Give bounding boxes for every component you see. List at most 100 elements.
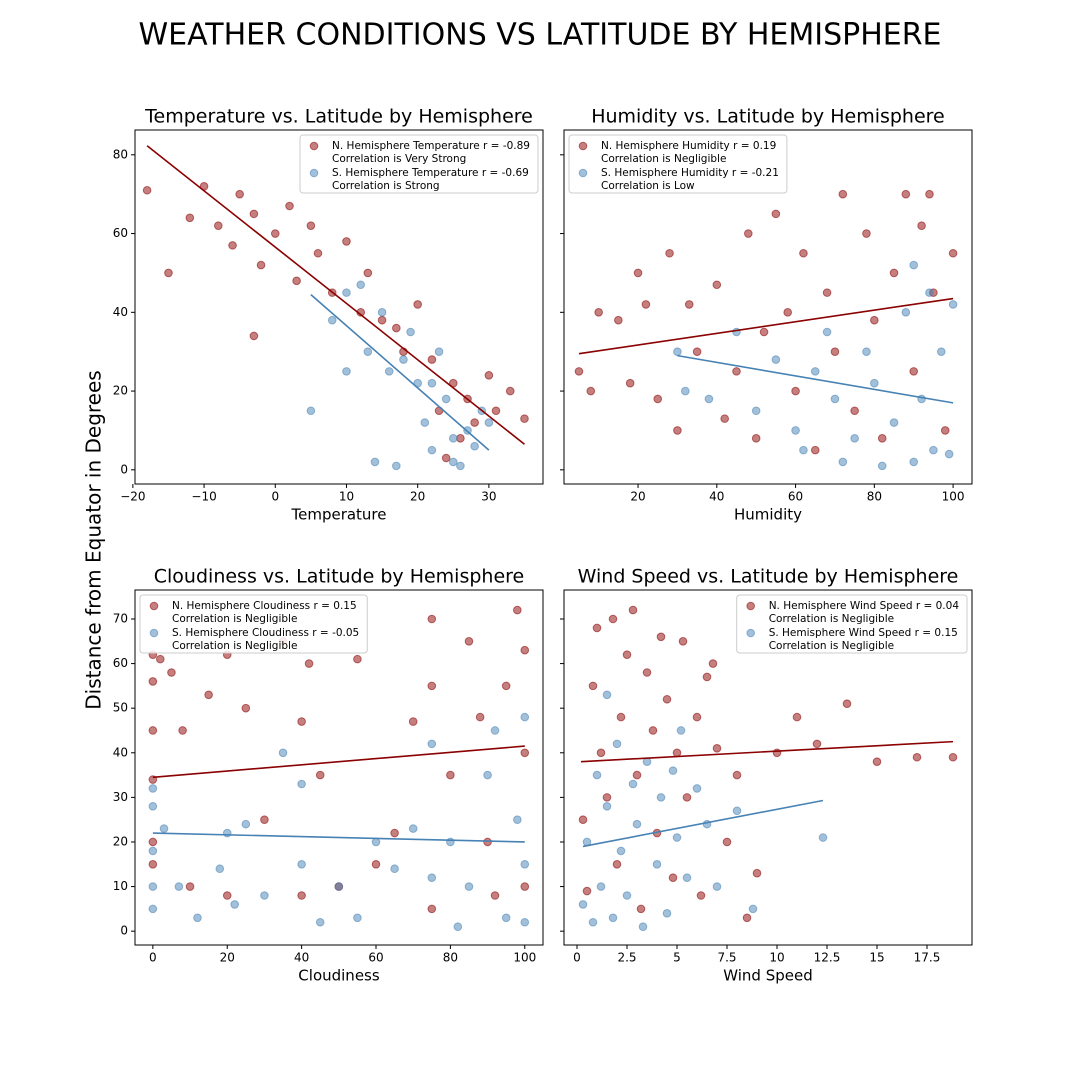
point xyxy=(838,457,848,467)
x-axis-label: Humidity xyxy=(734,506,802,524)
plot-frame xyxy=(134,129,544,485)
point xyxy=(759,327,769,337)
legend-note: Correlation is Very Strong xyxy=(332,153,466,165)
point xyxy=(241,819,251,829)
point xyxy=(822,288,832,297)
x-tick-label: 15 xyxy=(869,951,884,965)
point xyxy=(912,752,922,762)
point xyxy=(862,229,871,238)
point xyxy=(475,712,485,722)
point xyxy=(632,819,642,829)
x-tick-label: 12.5 xyxy=(814,951,841,965)
point xyxy=(148,802,158,811)
point xyxy=(582,886,592,896)
point xyxy=(315,917,325,927)
point xyxy=(520,917,530,927)
point xyxy=(944,449,954,459)
point xyxy=(877,434,887,443)
x-tick-label: 0 xyxy=(271,490,279,504)
legend-box xyxy=(299,134,539,194)
point xyxy=(441,394,451,404)
plot-frame xyxy=(134,589,544,946)
point xyxy=(313,248,323,258)
point xyxy=(427,614,437,624)
legend-label: S. Hemisphere Temperature r = -0.69 xyxy=(332,167,529,179)
point xyxy=(249,209,259,219)
point xyxy=(722,837,732,847)
point xyxy=(665,248,674,258)
point xyxy=(456,434,465,443)
point xyxy=(306,221,316,230)
point xyxy=(850,406,859,416)
legend-note: Correlation is Strong xyxy=(332,180,440,192)
point xyxy=(712,744,722,753)
point xyxy=(148,677,158,686)
legend-marker xyxy=(746,628,755,638)
point xyxy=(501,681,511,691)
point xyxy=(222,891,232,900)
point xyxy=(334,882,344,891)
point xyxy=(592,623,602,633)
point xyxy=(662,694,672,704)
y-tick-label: 30 xyxy=(113,790,128,804)
point xyxy=(427,355,437,364)
point xyxy=(306,406,316,416)
point xyxy=(732,806,742,816)
point xyxy=(427,739,437,749)
legend-label: S. Hemisphere Wind Speed r = 0.15 xyxy=(769,627,958,639)
legend-marker xyxy=(149,628,159,638)
fit-line xyxy=(580,740,954,763)
point xyxy=(612,859,622,869)
point xyxy=(327,315,337,325)
point xyxy=(872,757,882,767)
point xyxy=(420,418,430,427)
point xyxy=(490,891,500,900)
point xyxy=(901,308,911,317)
point xyxy=(446,837,455,847)
point xyxy=(936,347,946,356)
point xyxy=(889,418,899,427)
point xyxy=(622,650,632,659)
point xyxy=(586,386,596,396)
x-tick-label: 2.5 xyxy=(617,951,636,965)
subplot-title: Temperature vs. Latitude by Hemisphere xyxy=(144,106,533,128)
fit-line xyxy=(578,297,954,355)
x-tick-label: 0 xyxy=(149,951,157,965)
point xyxy=(249,331,259,341)
point xyxy=(692,347,702,356)
point xyxy=(673,347,682,356)
legend-note: Correlation is Low xyxy=(601,180,695,192)
fit-line xyxy=(677,354,954,404)
x-tick-label: 40 xyxy=(294,951,309,965)
legend-marker xyxy=(309,141,319,151)
point xyxy=(596,882,606,891)
point xyxy=(490,726,500,735)
point xyxy=(636,904,646,914)
x-axis-label: Temperature xyxy=(290,506,386,524)
point xyxy=(448,457,458,467)
x-tick-label: 0 xyxy=(573,951,581,965)
x-tick-label: 80 xyxy=(443,951,458,965)
point xyxy=(363,268,373,278)
point xyxy=(204,690,213,700)
y-tick-label: 0 xyxy=(120,924,128,938)
x-tick-label: 60 xyxy=(368,951,383,965)
y-axis-label: Distance from Equator in Degrees xyxy=(82,370,106,709)
point xyxy=(925,288,934,297)
point xyxy=(427,681,437,691)
subplot: Wind Speed vs. Latitude by Hemisphere Win… xyxy=(560,566,973,985)
point xyxy=(148,904,158,914)
point xyxy=(520,645,530,655)
point xyxy=(155,654,165,664)
point xyxy=(297,891,306,900)
point xyxy=(441,453,451,463)
fit-line xyxy=(146,145,525,445)
x-tick-label: −10 xyxy=(191,490,216,504)
point xyxy=(870,315,879,325)
subplot-title: Cloudiness vs. Latitude by Hemisphere xyxy=(154,566,524,588)
point xyxy=(940,426,950,435)
point xyxy=(164,268,173,278)
subplot: Cloudiness vs. Latitude by Hemisphere Clo… xyxy=(113,566,544,985)
x-tick-label: 20 xyxy=(630,490,645,504)
point xyxy=(704,394,714,404)
